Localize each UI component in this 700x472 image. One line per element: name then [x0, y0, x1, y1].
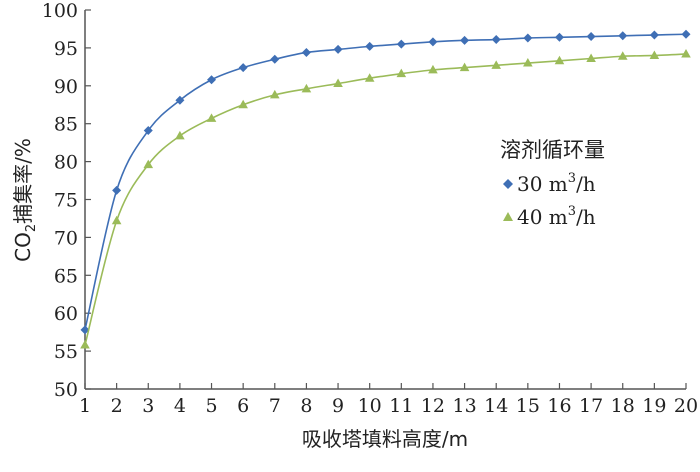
data-point-triangle: [428, 64, 438, 74]
x-tick-label: 4: [174, 395, 186, 417]
data-point-triangle: [586, 53, 596, 63]
data-point-diamond: [80, 325, 90, 335]
data-point-triangle: [143, 159, 154, 169]
data-point-diamond: [460, 35, 470, 45]
data-point-triangle: [681, 48, 691, 58]
y-tick-label: 50: [54, 379, 78, 401]
legend: 溶剂循环量 30 m3/h 40 m3/h: [500, 138, 605, 229]
data-point-diamond: [143, 126, 153, 136]
x-tick-label: 19: [642, 395, 666, 417]
data-point-triangle: [111, 215, 122, 225]
data-point-diamond: [238, 63, 248, 73]
y-tick-label: 70: [54, 227, 78, 249]
series-line: [84, 33, 687, 331]
data-point-triangle: [333, 78, 343, 88]
x-tick-label: 17: [579, 395, 603, 417]
data-point-triangle: [301, 83, 312, 93]
data-point-diamond: [175, 95, 185, 105]
data-point-diamond: [207, 75, 217, 85]
series-line: [84, 53, 687, 346]
x-tick-label: 2: [111, 395, 123, 417]
data-point-diamond: [270, 54, 280, 64]
data-point-triangle: [396, 68, 407, 78]
data-point-diamond: [428, 37, 438, 47]
legend-label-40: 40 m3/h: [517, 204, 596, 229]
data-point-triangle: [269, 89, 280, 99]
y-axis-title-rest: 捕集率/%: [11, 138, 35, 224]
y-ticks: 50 55 60 65 70 75 80 85 90 95 100: [42, 0, 91, 401]
x-tick-label: 11: [389, 395, 413, 417]
x-tick-label: 3: [142, 395, 154, 417]
y-tick-label: 75: [54, 190, 78, 212]
series-1: [80, 29, 691, 335]
legend-label-30: 30 m3/h: [517, 171, 596, 196]
data-point-triangle: [554, 55, 565, 65]
x-axis-title: 吸收塔填料高度/m: [302, 427, 468, 451]
axes: [84, 10, 686, 390]
data-point-diamond: [491, 35, 501, 45]
data-point-diamond: [396, 39, 406, 49]
data-point-diamond: [586, 32, 596, 42]
x-ticks: 1 2 3 4 5 6 7 8 9 10 11 12 13 14 15 16 17 18 19 20: [79, 383, 698, 417]
x-tick-label: 12: [421, 395, 445, 417]
x-tick-label: 5: [205, 395, 217, 417]
legend-title: 溶剂循环量: [500, 138, 605, 162]
legend-marker-triangle: [503, 212, 513, 221]
series-layer: [80, 29, 691, 349]
data-point-diamond: [112, 185, 122, 195]
x-tick-label: 18: [611, 395, 635, 417]
data-point-diamond: [681, 29, 691, 39]
y-tick-label: 90: [54, 76, 78, 98]
data-point-triangle: [649, 50, 660, 59]
y-tick-label: 85: [54, 114, 78, 136]
y-axis-title: CO2捕集率/%: [11, 138, 39, 262]
x-tick-label: 9: [332, 395, 344, 417]
data-point-triangle: [238, 99, 248, 109]
x-tick-label: 13: [452, 395, 476, 417]
data-point-diamond: [554, 32, 564, 42]
data-point-triangle: [80, 340, 90, 349]
data-point-diamond: [365, 41, 375, 51]
y-tick-label: 60: [54, 303, 78, 325]
x-tick-label: 15: [516, 395, 540, 417]
y-tick-label: 65: [54, 265, 78, 287]
data-point-triangle: [206, 113, 217, 122]
x-tick-label: 7: [269, 395, 281, 417]
data-point-triangle: [617, 51, 628, 60]
data-point-triangle: [175, 130, 185, 140]
legend-item-30: 30 m3/h: [503, 171, 596, 196]
y-tick-label: 80: [54, 152, 78, 174]
x-tick-label: 1: [79, 395, 91, 417]
legend-item-40: 40 m3/h: [503, 204, 596, 229]
x-tick-label: 6: [237, 395, 249, 417]
data-point-diamond: [649, 30, 659, 40]
x-tick-label: 16: [547, 395, 571, 417]
y-axis-title-main: CO: [11, 232, 35, 262]
x-tick-label: 10: [358, 395, 382, 417]
data-point-diamond: [618, 31, 628, 41]
data-point-diamond: [301, 47, 311, 57]
series-2: [80, 48, 691, 349]
data-point-triangle: [523, 58, 533, 67]
x-tick-label: 14: [484, 395, 508, 417]
data-point-diamond: [523, 33, 533, 43]
data-point-triangle: [364, 73, 375, 82]
data-point-triangle: [491, 60, 502, 69]
y-tick-label: 95: [54, 38, 78, 60]
legend-marker-diamond: [503, 179, 513, 189]
y-tick-label: 55: [54, 341, 78, 363]
data-point-triangle: [459, 62, 470, 72]
x-tick-label: 8: [300, 395, 312, 417]
x-tick-label: 20: [674, 395, 698, 417]
data-point-diamond: [333, 44, 343, 54]
y-tick-label: 100: [42, 0, 78, 22]
y-axis-title-subscript: 2: [24, 224, 39, 232]
